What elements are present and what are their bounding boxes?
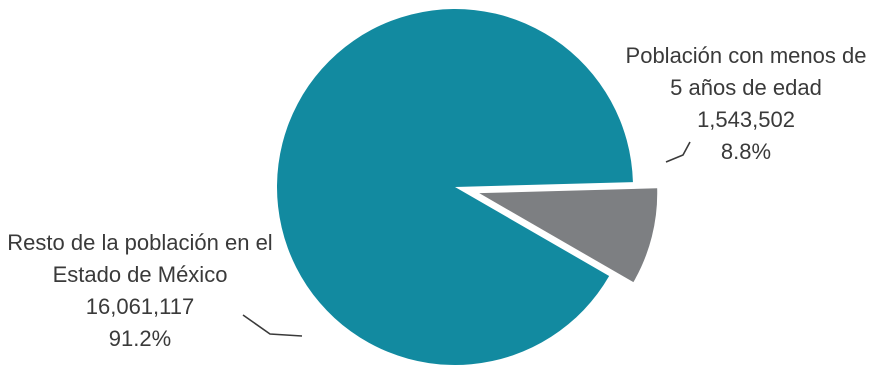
label-rest-line-2: Estado de México	[53, 262, 228, 287]
label-under-5-value: 1,543,502	[697, 107, 795, 132]
label-rest-line-1: Resto de la población en el	[7, 230, 272, 255]
label-under-5-line-2: 5 años de edad	[670, 75, 822, 100]
pie-slice-under-5	[479, 188, 658, 283]
pie-slice-rest-of-population	[276, 9, 633, 366]
label-rest-percent: 91.2%	[109, 326, 171, 351]
leader-line-rest-of-population	[242, 314, 303, 337]
label-under-5-percent: 8.8%	[721, 139, 771, 164]
label-under-5-line-1: Población con menos de	[626, 43, 867, 68]
label-under-5: Población con menos de 5 años de edad 1,…	[626, 43, 867, 164]
label-rest-of-population: Resto de la población en el Estado de Mé…	[7, 230, 272, 351]
label-rest-value: 16,061,117	[86, 294, 194, 319]
leader-line-under-5	[665, 141, 691, 163]
